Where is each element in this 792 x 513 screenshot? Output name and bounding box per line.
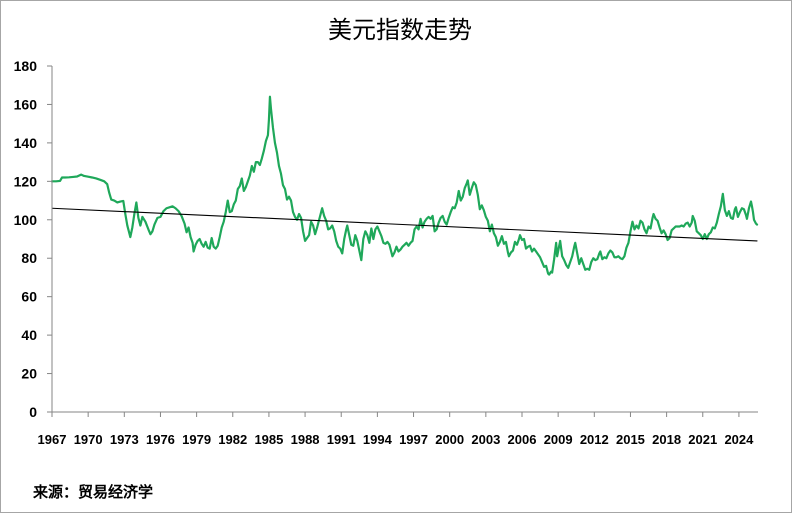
x-tick-label: 1979 (182, 432, 211, 447)
x-tick-label: 1982 (218, 432, 247, 447)
y-tick-label: 60 (21, 289, 37, 305)
x-tick-label: 2018 (652, 432, 681, 447)
dollar-index-line (50, 95, 759, 276)
x-tick-label: 1970 (74, 432, 103, 447)
trend-line (51, 207, 758, 242)
x-tick-label: 2012 (580, 432, 609, 447)
x-tick-label: 1976 (146, 432, 175, 447)
x-tick-label: 1991 (327, 432, 356, 447)
x-tick-label: 2006 (508, 432, 537, 447)
x-tick-label: 1967 (38, 432, 67, 447)
y-tick-label: 120 (14, 173, 38, 189)
y-tick-label: 180 (14, 58, 38, 74)
x-tick-label: 1988 (291, 432, 320, 447)
x-tick-label: 1997 (399, 432, 428, 447)
x-tick-label: 2024 (724, 432, 754, 447)
x-tick-label: 1985 (254, 432, 283, 447)
y-axis: 0 20 40 60 80 100 120 140 160 180 (14, 58, 53, 420)
plot-series (50, 95, 759, 276)
x-tick-label: 2009 (544, 432, 573, 447)
x-tick-label: 1994 (363, 432, 393, 447)
y-tick-label: 20 (21, 366, 37, 382)
x-tick-label: 2003 (471, 432, 500, 447)
x-tick-label: 2021 (688, 432, 717, 447)
x-tick-label: 2015 (616, 432, 645, 447)
x-tick-label: 1973 (110, 432, 139, 447)
y-tick-label: 100 (14, 212, 38, 228)
y-tick-label: 0 (29, 404, 37, 420)
x-tick-label: 2000 (435, 432, 464, 447)
chart-title: 美元指数走势 (328, 16, 472, 44)
y-tick-label: 40 (21, 327, 37, 343)
y-tick-label: 140 (14, 135, 38, 151)
y-tick-label: 160 (14, 96, 38, 112)
x-axis: 1967 1970 1973 1976 1979 1982 1985 1988 1991 1994… (38, 411, 758, 447)
y-tick-label: 80 (21, 250, 37, 266)
source-note: 来源：贸易经济学 (32, 483, 153, 501)
